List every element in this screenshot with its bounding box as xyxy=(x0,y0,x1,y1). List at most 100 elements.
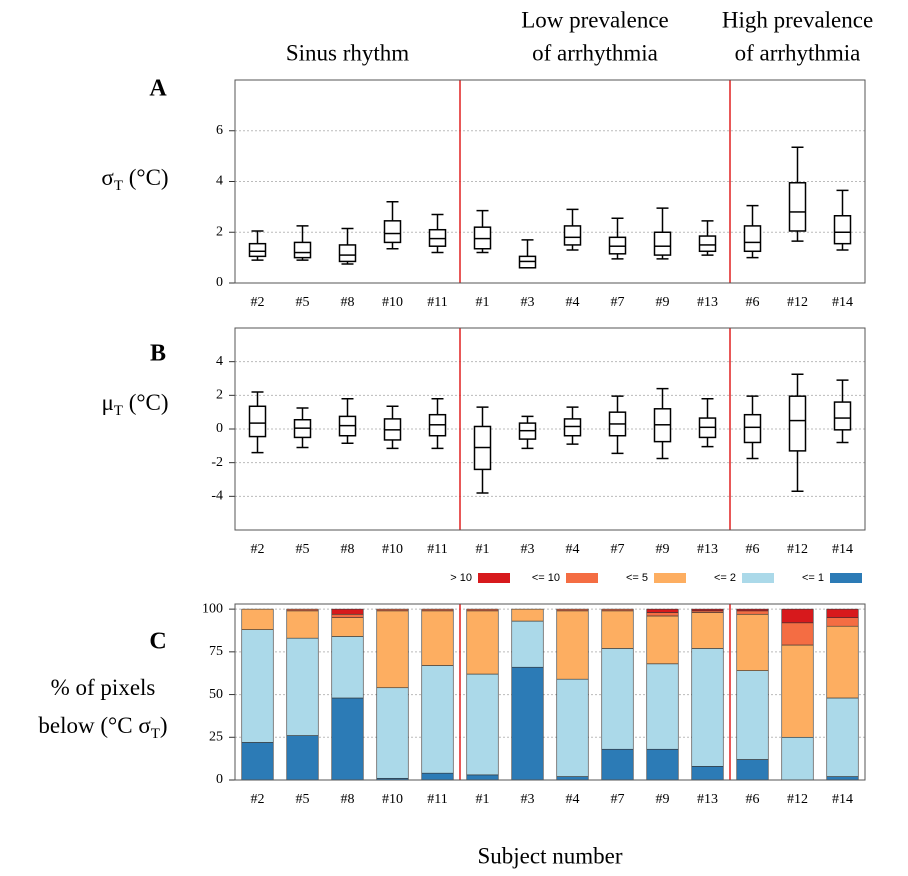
bar-segment xyxy=(466,610,499,675)
x-tick-label: #7 xyxy=(611,792,625,807)
bar-segment xyxy=(646,608,679,613)
y-tick-label: 50 xyxy=(209,687,223,702)
box-plot xyxy=(428,213,447,254)
y-tick-label: 75 xyxy=(209,644,223,659)
x-tick-label: #9 xyxy=(656,295,670,310)
upper-whisker xyxy=(521,415,534,424)
y-axis-label: below (°C σT) xyxy=(38,713,167,742)
x-tick-label: #12 xyxy=(787,542,808,557)
y-tick-label: 2 xyxy=(216,224,223,239)
label-part: (°C) xyxy=(123,390,169,415)
box-plot xyxy=(563,208,582,251)
y-tick-label: 4 xyxy=(216,354,223,369)
label-part: T xyxy=(114,178,123,194)
y-tick-label: 4 xyxy=(216,174,223,189)
box xyxy=(248,242,267,258)
lower-whisker xyxy=(746,442,759,460)
box-plot xyxy=(518,415,537,450)
x-tick-label: #2 xyxy=(251,792,265,807)
lower-whisker xyxy=(791,450,804,493)
x-tick-label: #7 xyxy=(611,295,625,310)
upper-whisker xyxy=(836,189,849,216)
box xyxy=(788,395,807,452)
upper-whisker xyxy=(746,204,759,226)
upper-whisker xyxy=(341,397,354,417)
lower-whisker xyxy=(386,242,399,250)
box-plot xyxy=(698,397,717,448)
bar-segment xyxy=(691,612,724,649)
box xyxy=(383,220,402,244)
x-tick-label: #1 xyxy=(476,792,490,807)
upper-whisker xyxy=(476,209,489,228)
legend-label: <= 2 xyxy=(714,572,736,584)
legend-label: <= 1 xyxy=(802,572,824,584)
group-header: Low prevalence xyxy=(521,7,669,32)
group-header: of arrhythmia xyxy=(735,40,861,65)
box-plot xyxy=(743,395,762,460)
legend-swatch xyxy=(566,573,598,583)
upper-whisker xyxy=(791,146,804,183)
bar-segment xyxy=(601,608,634,612)
lower-whisker xyxy=(836,243,849,251)
label-part: ) xyxy=(160,713,168,738)
x-tick-label: #1 xyxy=(476,542,490,557)
box-plot xyxy=(653,387,672,460)
bar-segment xyxy=(691,766,724,781)
bar-segment xyxy=(736,613,769,671)
box-plot xyxy=(248,391,267,454)
lower-whisker xyxy=(566,244,579,251)
box xyxy=(833,215,852,245)
bar-segment xyxy=(421,610,454,666)
upper-whisker xyxy=(431,213,444,230)
y-tick-label: 0 xyxy=(216,772,223,787)
bar-segment xyxy=(736,608,769,612)
bar-segment xyxy=(421,772,454,781)
y-tick-label: 0 xyxy=(216,275,223,290)
box-plot xyxy=(293,407,312,449)
box-plot xyxy=(473,406,492,494)
box-plot xyxy=(518,239,537,269)
label-part: μ xyxy=(101,390,113,415)
lower-whisker xyxy=(341,435,354,445)
panel-letter: C xyxy=(149,629,166,655)
bar-segment xyxy=(781,608,814,624)
bar-segment xyxy=(241,629,274,743)
x-tick-label: #6 xyxy=(746,792,760,807)
group-header: of arrhythmia xyxy=(532,40,658,65)
upper-whisker xyxy=(251,391,264,407)
box xyxy=(743,413,762,444)
lower-whisker xyxy=(431,435,444,450)
upper-whisker xyxy=(341,227,354,245)
x-tick-label: #9 xyxy=(656,542,670,557)
x-tick-label: #4 xyxy=(566,792,580,807)
bar-segment xyxy=(826,608,859,618)
bar-segment xyxy=(781,622,814,646)
upper-whisker xyxy=(836,379,849,403)
box-plot xyxy=(788,146,807,242)
x-tick-label: #11 xyxy=(427,792,447,807)
upper-whisker xyxy=(431,397,444,415)
box-plot xyxy=(428,397,447,450)
bar-segment xyxy=(556,776,589,781)
bar-segment xyxy=(556,608,589,612)
bar-segment xyxy=(601,610,634,649)
bar-segment xyxy=(421,608,454,612)
bar-segment xyxy=(826,776,859,781)
x-tick-label: #8 xyxy=(341,792,355,807)
y-tick-label: 25 xyxy=(209,730,223,745)
bar-segment xyxy=(781,644,814,738)
bar-segment xyxy=(736,670,769,760)
x-tick-label: #13 xyxy=(697,542,718,557)
box-plot xyxy=(743,204,762,259)
upper-whisker xyxy=(611,217,624,238)
lower-whisker xyxy=(296,437,309,449)
bar-segment xyxy=(376,608,409,612)
x-tick-label: #8 xyxy=(341,295,355,310)
bar-segment xyxy=(511,608,544,622)
box xyxy=(248,405,267,438)
bar-segment xyxy=(376,687,409,779)
legend-label: <= 10 xyxy=(532,572,560,584)
box-plot xyxy=(608,217,627,260)
box-plot xyxy=(383,405,402,450)
